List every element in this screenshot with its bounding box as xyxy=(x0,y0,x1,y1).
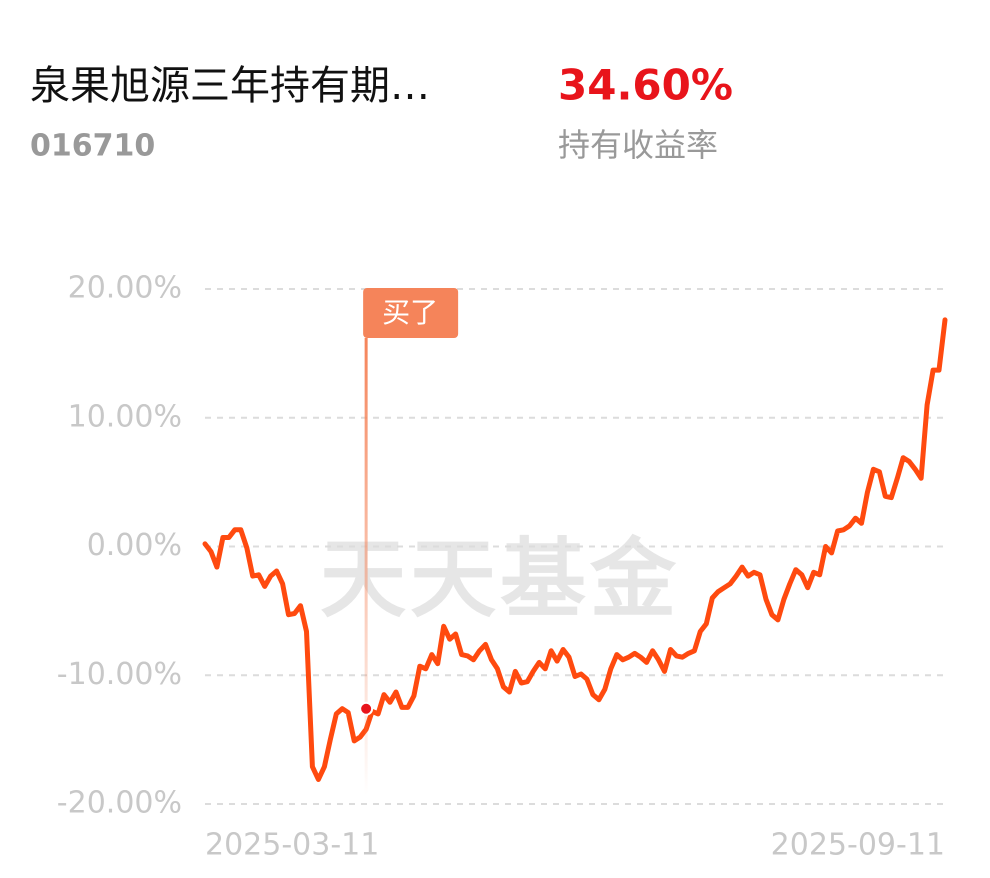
y-tick-label: -20.00% xyxy=(57,786,182,821)
buy-tag-label: 买了 xyxy=(382,296,438,329)
fund-code: 016710 xyxy=(30,129,155,164)
buy-guide xyxy=(364,338,368,795)
x-tick-label: 2025-09-11 xyxy=(771,828,945,863)
x-tick-label: 2025-03-11 xyxy=(205,828,379,863)
return-value: 34.60% xyxy=(558,61,733,110)
return-label: 持有收益率 xyxy=(558,126,718,164)
y-tick-label: 20.00% xyxy=(68,271,182,306)
line-series xyxy=(202,317,948,782)
watermark: 天天基金 xyxy=(320,529,680,629)
y-tick-label: 10.00% xyxy=(68,399,182,434)
buy-point xyxy=(359,701,374,716)
chart: 天天基金 -20.00% -10.00% 0.00% 10.00% 20.00% 2025-… xyxy=(57,271,948,863)
buy-tag xyxy=(363,288,459,338)
y-tick-label: -10.00% xyxy=(57,657,182,692)
fund-name: 泉果旭源三年持有期… xyxy=(30,63,430,109)
y-tick-label: 0.00% xyxy=(87,528,182,563)
